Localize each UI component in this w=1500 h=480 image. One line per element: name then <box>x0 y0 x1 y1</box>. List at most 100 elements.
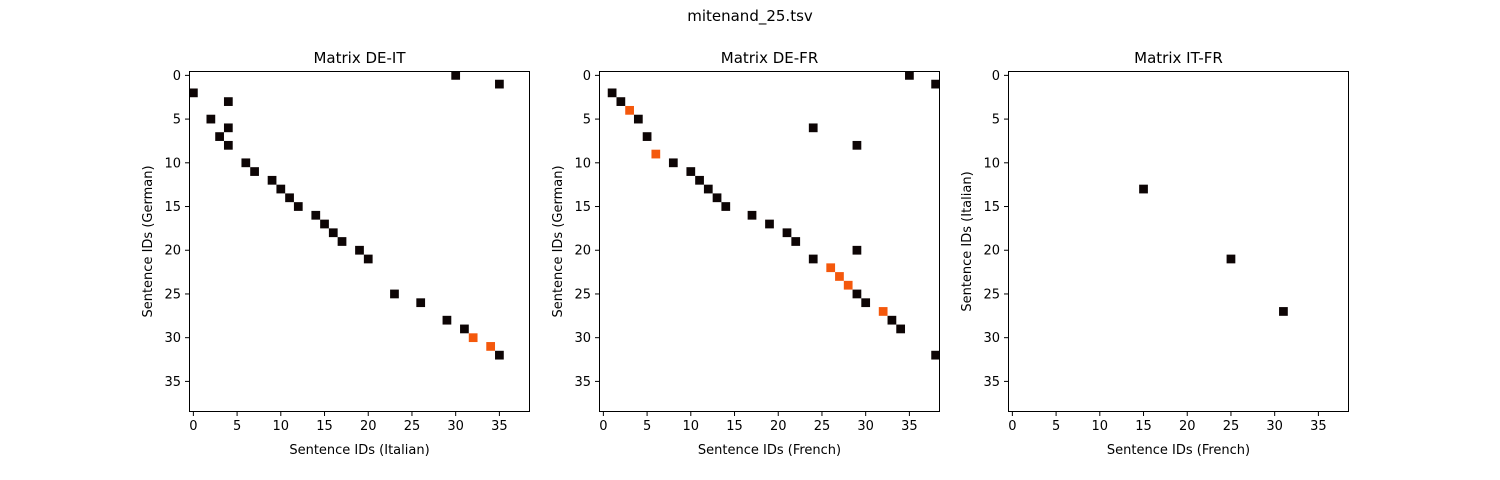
match-cell <box>1226 254 1236 264</box>
match-cell <box>852 289 862 299</box>
x-tick-label: 25 <box>404 419 421 434</box>
figure-title: mitenand_25.tsv <box>687 7 813 26</box>
plot-area <box>1008 71 1349 412</box>
match-cell <box>223 123 233 133</box>
match-cell <box>616 97 626 106</box>
x-axis-label: Sentence IDs (French) <box>1107 443 1250 458</box>
x-tick-label: 0 <box>189 419 197 434</box>
match-cell <box>607 88 617 98</box>
x-tick-label: 10 <box>273 419 290 434</box>
y-tick-label: 5 <box>173 113 181 128</box>
x-tick-label: 5 <box>643 419 651 434</box>
match-cell <box>250 167 259 176</box>
axes-frame <box>189 71 530 412</box>
matrix-panel: 0 5 10 15 20 25 30 35 0 5 10 15 20 25 30 35 Matrix DE-IT… <box>141 49 530 458</box>
x-tick-label: 5 <box>1052 419 1060 434</box>
x-tick-label: 35 <box>1310 419 1327 434</box>
y-tick-label: 35 <box>983 375 1000 390</box>
match-cell <box>223 97 233 106</box>
match-cell <box>765 219 774 229</box>
highlight-cell <box>835 272 844 281</box>
y-tick-label: 20 <box>164 244 181 259</box>
panel-title: Matrix IT-FR <box>1134 49 1223 67</box>
y-tick-label: 0 <box>173 69 181 84</box>
x-tick-label: 10 <box>1092 419 1109 434</box>
highlight-cell <box>843 280 853 290</box>
x-tick-label: 30 <box>447 419 464 434</box>
x-tick-label: 20 <box>360 419 377 434</box>
match-cell <box>808 254 818 264</box>
x-axis-label: Sentence IDs (French) <box>698 443 841 458</box>
highlight-cell <box>486 342 496 351</box>
highlight-cell <box>826 263 836 273</box>
match-cell <box>337 237 347 246</box>
match-cell <box>896 324 906 334</box>
match-cell <box>390 289 399 299</box>
match-cell <box>887 315 897 325</box>
y-tick-label: 0 <box>583 69 591 84</box>
highlight-cell <box>651 149 661 159</box>
x-tick-label: 35 <box>491 419 508 434</box>
x-tick-label: 5 <box>233 419 241 434</box>
match-cell <box>1139 184 1148 194</box>
match-cell <box>495 350 504 360</box>
match-cell <box>931 350 940 360</box>
y-tick-label: 30 <box>164 331 181 346</box>
x-axis-label: Sentence IDs (Italian) <box>289 443 429 458</box>
match-cell <box>223 140 233 150</box>
match-cell <box>808 123 818 133</box>
highlight-cell <box>625 105 634 115</box>
match-cell <box>363 254 373 264</box>
y-tick-label: 35 <box>164 375 181 390</box>
y-tick-label: 25 <box>164 287 181 302</box>
plot-area <box>599 71 940 412</box>
x-tick-label: 15 <box>1135 419 1152 434</box>
y-tick-label: 10 <box>164 156 181 171</box>
y-tick-label: 20 <box>983 244 1000 259</box>
match-cell <box>931 79 940 89</box>
y-axis-label: Sentence IDs (German) <box>141 165 156 317</box>
y-tick-label: 15 <box>983 200 1000 215</box>
match-cell <box>416 298 426 308</box>
match-cell <box>276 184 286 194</box>
highlight-cell <box>878 307 888 316</box>
match-cell <box>442 315 452 325</box>
match-cell <box>686 167 696 176</box>
x-tick-label: 0 <box>1008 419 1016 434</box>
match-cell <box>668 158 678 168</box>
match-cell <box>495 79 504 89</box>
match-cell <box>355 245 364 255</box>
y-tick-label: 0 <box>992 69 1000 84</box>
match-cell <box>267 175 277 185</box>
match-cell <box>747 210 757 220</box>
match-cell <box>451 71 461 80</box>
x-tick-label: 25 <box>1223 419 1240 434</box>
match-cell <box>189 88 198 98</box>
axes-frame <box>599 71 940 412</box>
highlight-cell <box>468 333 478 343</box>
match-cell <box>861 298 871 308</box>
x-tick-label: 25 <box>814 419 831 434</box>
match-cell <box>311 210 321 220</box>
match-cell <box>782 228 792 238</box>
x-tick-label: 30 <box>1266 419 1283 434</box>
matrix-panel: 0 5 10 15 20 25 30 35 0 5 10 15 20 25 30 35 Matrix DE-FR… <box>551 49 940 458</box>
x-tick-label: 10 <box>683 419 700 434</box>
plot-area <box>189 71 530 412</box>
match-cell <box>320 219 329 229</box>
match-cell <box>642 132 652 141</box>
match-cell <box>460 324 469 334</box>
y-tick-label: 30 <box>574 331 591 346</box>
matrix-panel: 0 5 10 15 20 25 30 35 0 5 10 15 20 25 30 35 Matrix IT-FR… <box>960 49 1349 458</box>
y-tick-label: 10 <box>983 156 1000 171</box>
y-tick-label: 30 <box>983 331 1000 346</box>
match-cell <box>905 71 914 80</box>
match-cell <box>285 193 294 203</box>
match-cell <box>791 237 801 246</box>
match-cell <box>1279 307 1288 316</box>
match-cell <box>712 193 722 203</box>
y-tick-label: 25 <box>574 287 591 302</box>
x-tick-label: 35 <box>901 419 918 434</box>
y-axis-label: Sentence IDs (Italian) <box>960 171 975 311</box>
y-tick-label: 5 <box>992 113 1000 128</box>
